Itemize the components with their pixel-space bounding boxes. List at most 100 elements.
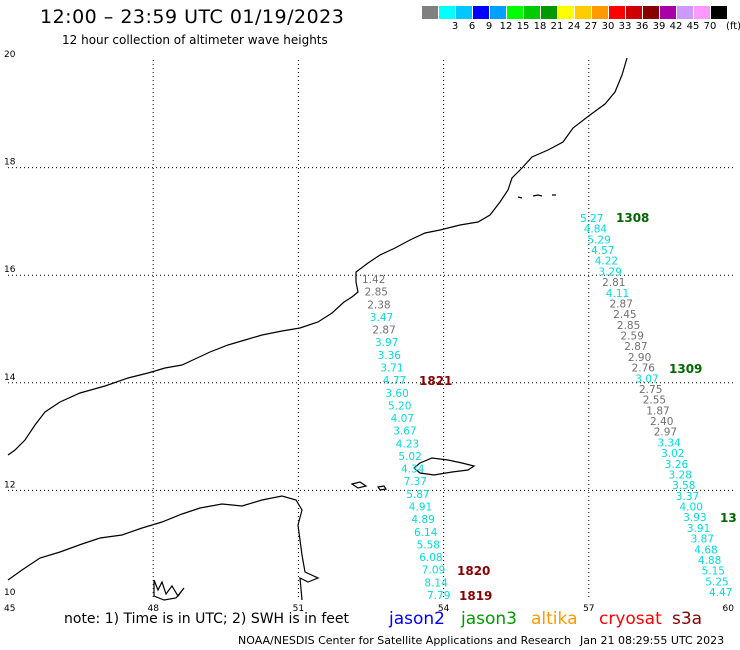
swh-value-east: 4.11 [606,288,629,300]
islands-kuria-muria [517,194,556,199]
legend-swatch [507,6,523,19]
legend-swatch [558,6,574,19]
swh-value-east: 4.88 [698,555,721,567]
swh-value-east: 2.45 [613,309,636,321]
pass-id-label: 1820 [457,564,490,578]
swh-value-west: 4.07 [391,413,414,425]
legend-swatch [422,6,438,19]
lat-tick-label: 10 [4,588,16,598]
swh-value-east: 2.76 [632,363,656,375]
map-grid [8,60,734,598]
swh-value-west: 6.08 [419,552,442,564]
legend-label: 15 [516,21,530,32]
lon-tick-label: 54 [438,604,450,614]
swh-value-west: 1.42 [362,274,385,286]
legend-label: 45 [686,21,700,32]
swh-value-east: 3.93 [683,512,706,524]
legend-label: 21 [550,21,564,32]
swh-value-west: 3.60 [385,388,408,400]
swh-value-east: 2.90 [628,352,651,364]
island-abd-al-kuri [350,481,368,489]
swh-value-east: 2.97 [654,427,677,439]
pass-labels: 1308 1309 13 1821 1820 1819 [419,211,737,603]
pass-id-label: 1308 [616,211,649,225]
swh-value-west: 6.14 [414,527,438,539]
swh-value-east: 3.02 [661,448,684,460]
swh-value-west: 2.38 [367,299,390,311]
legend-label: 42 [669,21,683,32]
swh-value-east: 3.28 [669,470,692,482]
legend-swatch [456,6,472,19]
lat-tick-label: 16 [4,265,16,275]
legend-label: 6 [468,21,476,32]
swh-value-east: 5.25 [705,576,728,588]
swh-value-east: 2.59 [621,331,644,343]
island-socotra [413,457,476,476]
swh-value-west: 5.02 [398,451,421,463]
satellite-altika: altika [531,609,578,629]
swh-value-west: 5.20 [388,400,411,412]
legend-label: 30 [601,21,615,32]
coast-detail-somalia [153,579,185,601]
footer-credit: NOAA/NESDIS Center for Satellite Applica… [238,634,572,647]
legend-swatch [609,6,625,19]
satellite-jason2: jason2 [389,609,445,629]
swh-value-west: 2.85 [365,287,388,299]
swh-value-west: 3.97 [375,337,398,349]
legend-label: 39 [652,21,666,32]
legend-swatch [677,6,693,19]
legend-label: 12 [499,21,513,32]
swh-value-east: 2.40 [650,416,673,428]
swh-value-east: 3.34 [657,437,681,449]
swh-value-west: 8.14 [424,577,448,589]
swh-value-west: 2.87 [372,325,395,337]
legend-label: 36 [635,21,649,32]
swh-value-east: 5.29 [587,234,610,246]
footer-timestamp: Jan 21 08:29:55 UTC 2023 [580,634,725,647]
legend-label: 70 [703,21,717,32]
swh-value-west: 5.87 [406,489,429,501]
swh-value-east: 4.47 [709,587,732,599]
swh-value-west: 4.77 [383,375,406,387]
lat-tick-label: 12 [4,480,15,490]
altimeter-tracks: 5.274.845.294.574.223.292.814.112.872.45… [362,213,732,602]
swh-value-east: 3.29 [598,266,621,278]
swh-value-east: 2.75 [639,384,662,396]
swh-value-east: 3.07 [635,373,658,385]
island-small [376,485,388,491]
lat-tick-label: 20 [4,50,16,60]
swh-value-west: 7.37 [404,476,427,488]
lon-tick-label: 51 [293,604,304,614]
legend-label: 33 [618,21,632,32]
pass-id-label: 1819 [459,589,492,603]
swh-value-east: 2.87 [624,341,647,353]
lon-tick-label: 60 [723,604,735,614]
legend-swatch [473,6,489,19]
swh-value-west: 4.89 [411,514,434,526]
swh-value-east: 2.81 [602,277,625,289]
swh-value-west: 7.79 [427,590,450,602]
swh-value-west: 3.36 [378,350,402,362]
lat-tick-label: 18 [4,158,16,168]
swh-value-east: 2.87 [610,299,633,311]
lon-tick-label: 45 [4,604,15,614]
swh-value-west: 3.47 [370,312,393,324]
swh-value-west: 7.09 [422,565,445,577]
legend-swatch [626,6,642,19]
lon-tick-label: 57 [583,604,594,614]
legend-swatch [694,6,710,19]
swh-value-east: 4.00 [680,502,703,514]
pass-id-label: 1309 [669,362,702,376]
legend-label: 18 [533,21,547,32]
swh-value-west: 3.67 [393,426,416,438]
lat-tick-label: 14 [4,373,16,383]
legend-swatch [439,6,455,19]
legend-unit: (ft) [726,21,740,32]
chart-title: 12:00 – 23:59 UTC 01/19/2023 [40,6,345,28]
swh-value-east: 2.85 [617,320,640,332]
lon-tick-label: 48 [147,604,159,614]
swh-value-east: 4.57 [591,245,614,257]
swh-value-east: 3.26 [665,459,689,471]
legend-label: 3 [451,21,459,32]
